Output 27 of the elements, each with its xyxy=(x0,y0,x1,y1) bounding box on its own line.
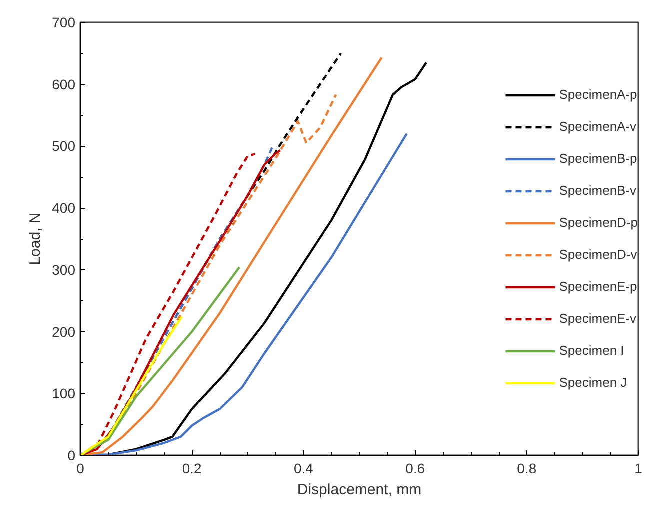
legend-label: SpecimenA-p xyxy=(559,87,638,102)
legend-label: SpecimenD-v xyxy=(559,247,638,262)
x-tick-label: 0.2 xyxy=(182,460,202,476)
y-tick-label: 500 xyxy=(52,138,76,154)
y-axis-title: Load, N xyxy=(27,212,44,266)
y-tick-label: 0 xyxy=(68,448,76,464)
y-tick-label: 400 xyxy=(52,200,76,216)
legend-label: SpecimenE-p xyxy=(559,279,638,294)
y-tick-label: 200 xyxy=(52,324,76,340)
legend-label: Specimen J xyxy=(559,375,628,390)
x-axis-title: Displacement, mm xyxy=(297,482,422,498)
y-tick-label: 700 xyxy=(52,14,76,30)
y-tick-label: 100 xyxy=(52,386,76,402)
line-series xyxy=(80,266,241,456)
legend-label: SpecimenB-p xyxy=(559,151,638,166)
y-tick-label: 600 xyxy=(52,76,76,92)
legend-label: SpecimenA-v xyxy=(559,119,637,134)
legend-label: SpecimenB-v xyxy=(559,183,637,198)
x-tick-label: 1 xyxy=(634,460,643,476)
y-tick-label: 300 xyxy=(52,262,76,278)
x-tick-label: 0.6 xyxy=(406,460,426,476)
legend-label: SpecimenE-v xyxy=(559,311,637,326)
line-series xyxy=(80,316,184,456)
legend-label: Specimen I xyxy=(559,343,624,358)
legend-label: SpecimenD-p xyxy=(559,215,638,230)
x-tick-label: 0.4 xyxy=(294,460,314,476)
x-tick-label: 0.8 xyxy=(517,460,537,476)
